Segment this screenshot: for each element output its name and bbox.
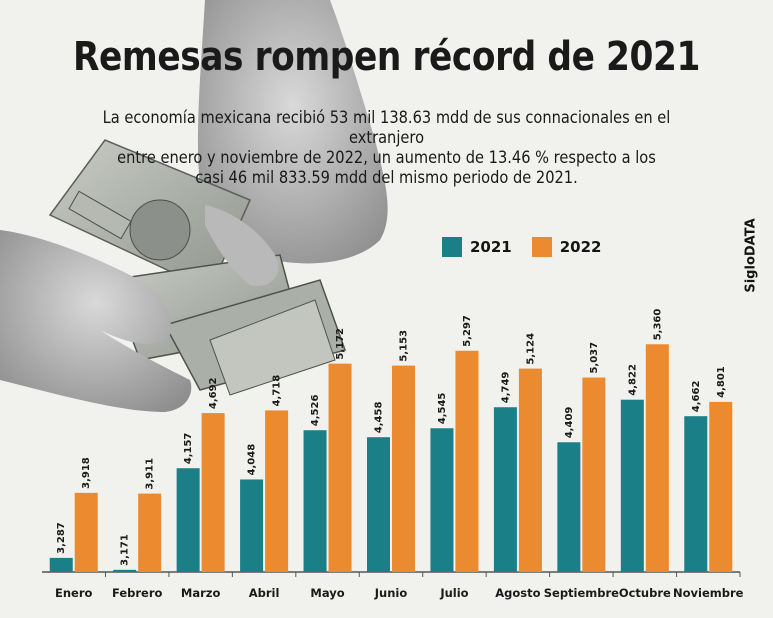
legend: 2021 2022 xyxy=(442,237,622,257)
legend-item-2022: 2022 xyxy=(531,237,602,257)
category-label: Marzo xyxy=(181,586,221,600)
data-label: 4,749 xyxy=(500,372,511,404)
data-label: 3,911 xyxy=(145,458,156,490)
bar-2021-marzo xyxy=(176,468,200,572)
data-label: 4,409 xyxy=(564,407,575,439)
category-label: Julio xyxy=(439,586,468,600)
data-label: 4,692 xyxy=(208,377,219,409)
category-label: Mayo xyxy=(310,586,344,600)
bar-2021-julio xyxy=(430,428,454,572)
data-label: 5,360 xyxy=(652,309,663,341)
legend-label-2022: 2022 xyxy=(559,238,602,256)
category-label: Agosto xyxy=(495,586,540,600)
data-label: 3,918 xyxy=(81,457,92,489)
legend-swatch-2021 xyxy=(442,237,462,257)
data-label: 4,157 xyxy=(183,433,194,465)
category-label: Abril xyxy=(249,586,280,600)
data-label: 4,718 xyxy=(272,375,283,407)
data-label: 4,822 xyxy=(627,364,638,396)
subtitle: La economía mexicana recibió 53 mil 138.… xyxy=(89,108,685,188)
bar-2021-mayo xyxy=(303,430,327,572)
bar-2022-junio xyxy=(392,365,415,572)
subtitle-line: La economía mexicana recibió 53 mil 138.… xyxy=(102,108,671,148)
bar-2021-abril xyxy=(240,479,264,572)
data-label: 5,297 xyxy=(462,315,473,347)
bar-2022-mayo xyxy=(328,363,352,572)
bar-2021-enero xyxy=(49,557,73,572)
category-label: Octubre xyxy=(619,586,671,600)
bar-2021-febrero xyxy=(113,569,137,572)
bar-2022-abril xyxy=(265,410,289,572)
data-label: 4,048 xyxy=(247,444,258,476)
bar-2022-enero xyxy=(74,492,98,572)
data-label: 4,801 xyxy=(716,366,727,398)
legend-swatch-2022 xyxy=(531,237,552,257)
bar-2022-agosto xyxy=(518,368,542,572)
data-label: 5,153 xyxy=(399,330,410,362)
data-label: 4,545 xyxy=(437,393,448,425)
bar-2022-julio xyxy=(455,350,479,572)
subtitle-line: casi 46 mil 833.59 mdd del mismo periodo… xyxy=(195,168,578,188)
legend-label-2021: 2021 xyxy=(470,238,512,256)
data-label: 5,037 xyxy=(589,342,600,374)
subtitle-line: entre enero y noviembre de 2022, un aume… xyxy=(117,148,656,168)
bar-2021-noviembre xyxy=(684,416,708,572)
data-label: 3,287 xyxy=(56,522,67,554)
data-label: 4,458 xyxy=(374,402,385,434)
data-label: 5,172 xyxy=(335,328,346,360)
bar-2022-noviembre xyxy=(709,401,733,572)
bar-2021-agosto xyxy=(493,407,517,572)
bar-2022-octubre xyxy=(645,344,669,572)
bar-2021-septiembre xyxy=(557,442,581,572)
data-label: 4,662 xyxy=(691,381,702,413)
category-label: Enero xyxy=(55,586,93,600)
category-label: Junio xyxy=(374,586,408,600)
category-label: Noviembre xyxy=(673,586,744,600)
data-label: 3,171 xyxy=(120,534,131,566)
bar-2021-octubre xyxy=(620,399,644,572)
bar-2022-septiembre xyxy=(582,377,606,572)
page-title: Remesas rompen récord de 2021 xyxy=(72,34,701,80)
category-label: Septiembre xyxy=(544,586,619,600)
bar-2022-marzo xyxy=(201,413,225,572)
category-label: Febrero xyxy=(112,586,163,600)
bar-2022-febrero xyxy=(138,493,162,572)
bar-2021-junio xyxy=(367,437,390,572)
data-label: 4,526 xyxy=(310,395,321,427)
data-label: 5,124 xyxy=(525,333,536,365)
banknotes xyxy=(48,139,346,396)
legend-item-2021: 2021 xyxy=(442,237,512,257)
